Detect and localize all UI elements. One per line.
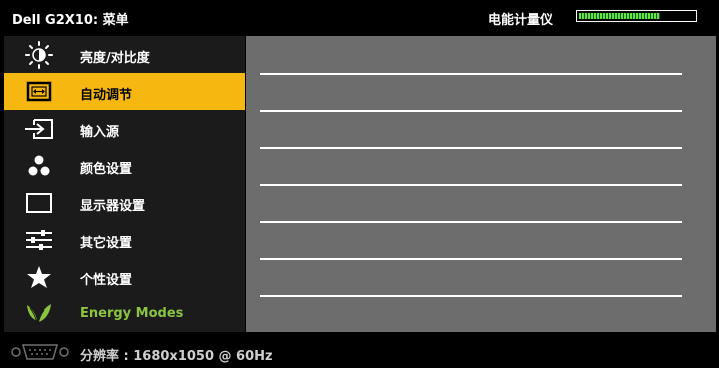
other-settings-icon [22, 226, 56, 254]
energy-meter-label: 电能计量仪 [488, 13, 554, 28]
title-bar: Dell G2X10: 菜单 电能计量仪 [0, 0, 719, 33]
auto-adjust-icon [22, 78, 56, 106]
status-footer: 分辨率 : 1680x1050 @ 60Hz [0, 334, 719, 368]
resolution-readout: 分辨率 : 1680x1050 @ 60Hz [80, 349, 273, 364]
submenu-divider [260, 295, 682, 297]
submenu-divider [260, 258, 682, 260]
submenu-divider [260, 73, 682, 75]
energy-meter [576, 10, 697, 22]
menu-item-label: 其它设置 [80, 236, 133, 251]
menu-item-brightness-contrast[interactable]: 亮度/对比度 [4, 36, 245, 73]
display-settings-icon [22, 189, 56, 217]
input-source-icon [22, 115, 56, 143]
menu-item-label: 显示器设置 [80, 199, 146, 214]
menu-item-energy-modes[interactable]: Energy Modes [4, 295, 245, 332]
menu-item-label: 颜色设置 [80, 162, 133, 177]
color-settings-icon [22, 152, 56, 180]
personalize-star-icon [22, 263, 56, 291]
submenu-divider [260, 221, 682, 223]
menu-item-input-source[interactable]: 输入源 [4, 110, 245, 147]
osd-title: Dell G2X10: 菜单 [12, 13, 129, 28]
menu-item-personalize[interactable]: 个性设置 [4, 258, 245, 295]
menu-item-label: 个性设置 [80, 273, 133, 288]
brightness-icon [22, 41, 56, 69]
submenu-divider [260, 110, 682, 112]
menu-item-label: Energy Modes [80, 306, 184, 321]
osd-main-menu: 亮度/对比度 自动调节 [4, 36, 245, 332]
menu-item-label: 自动调节 [80, 88, 133, 103]
vga-connector-icon [10, 342, 70, 362]
submenu-divider [260, 184, 682, 186]
menu-item-label: 亮度/对比度 [80, 51, 150, 66]
menu-item-label: 输入源 [80, 125, 120, 140]
energy-leaf-icon [22, 300, 56, 328]
submenu-panel [246, 36, 716, 332]
menu-item-display-settings[interactable]: 显示器设置 [4, 184, 245, 221]
submenu-divider [260, 147, 682, 149]
menu-item-color-settings[interactable]: 颜色设置 [4, 147, 245, 184]
energy-meter-fill [579, 13, 660, 19]
menu-item-other-settings[interactable]: 其它设置 [4, 221, 245, 258]
menu-item-auto-adjust[interactable]: 自动调节 [4, 73, 245, 110]
